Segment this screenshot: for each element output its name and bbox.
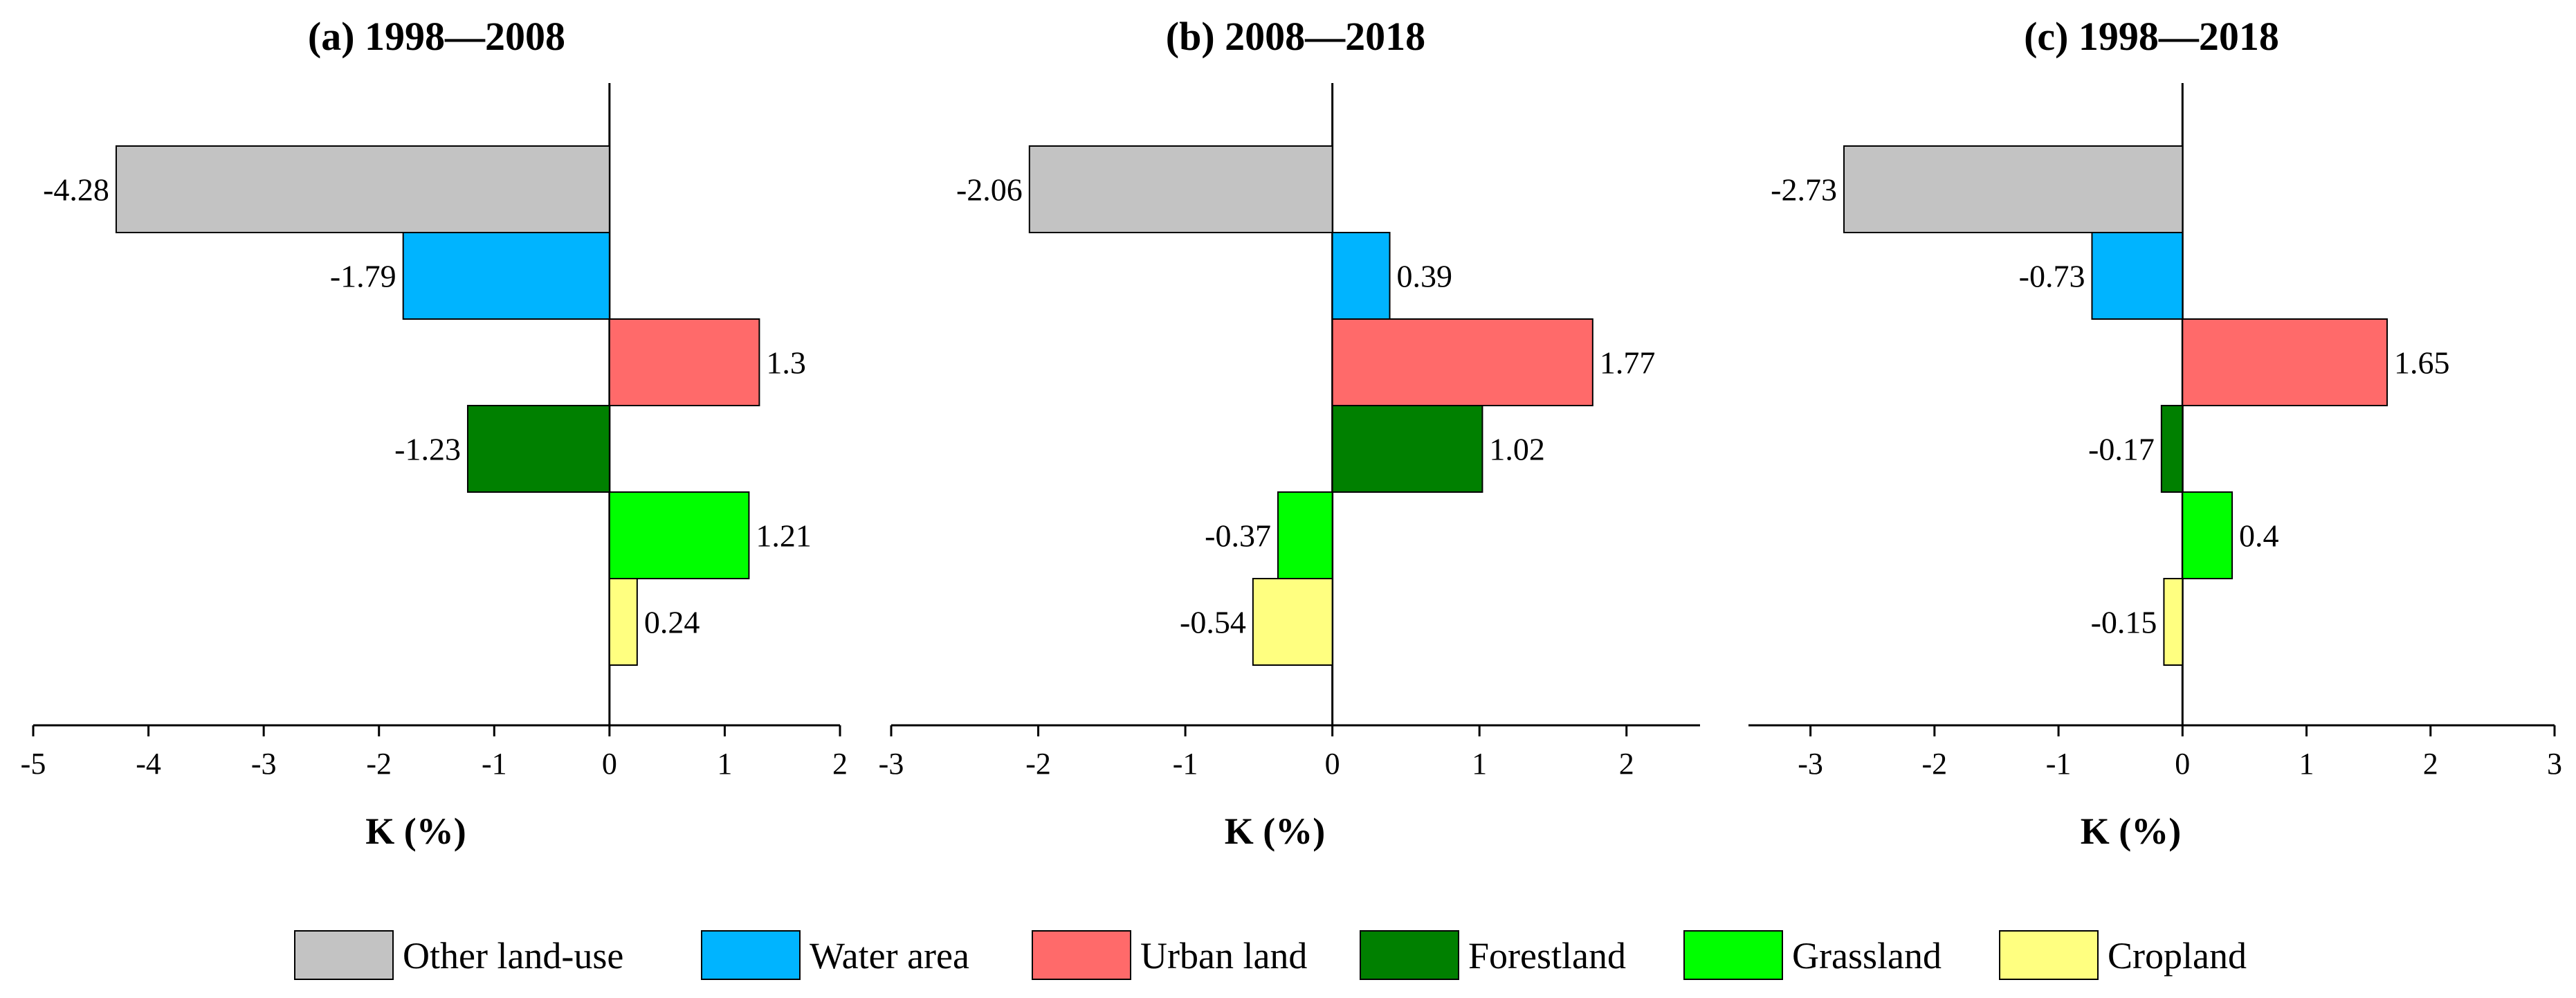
- data-label: -2.06: [956, 172, 1023, 208]
- data-label: -0.37: [1205, 518, 1271, 554]
- legend-item: Water area: [701, 930, 969, 980]
- x-tick-label: -3: [1798, 747, 1823, 781]
- x-tick-label: -3: [879, 747, 904, 781]
- x-tick-label: 0: [2175, 747, 2190, 781]
- data-label: -0.54: [1180, 605, 1246, 640]
- data-label: 1.77: [1600, 345, 1656, 381]
- bar-urban-land: [1331, 318, 1593, 406]
- x-tick-label: 1: [1472, 747, 1487, 781]
- x-tick-label: -2: [366, 747, 392, 781]
- data-label: -0.15: [2091, 605, 2157, 640]
- legend-swatch: [1683, 930, 1783, 980]
- panel-title: (a) 1998—2008: [308, 14, 565, 59]
- legend-swatch: [294, 930, 394, 980]
- data-label: 1.02: [1489, 432, 1545, 467]
- x-tick-label: 1: [717, 747, 732, 781]
- data-label: -2.73: [1771, 172, 1837, 208]
- x-axis-label: K (%): [1225, 810, 1325, 852]
- x-tick-label: 2: [2423, 747, 2438, 781]
- x-tick-label: -1: [2046, 747, 2072, 781]
- bar-cropland: [608, 578, 638, 666]
- x-tick-label: 1: [2299, 747, 2314, 781]
- bar-water-area: [402, 232, 610, 320]
- x-axis-label: K (%): [2081, 810, 2181, 852]
- legend-label: Grassland: [1792, 935, 1942, 977]
- legend-swatch: [701, 930, 801, 980]
- x-tick-label: -2: [1025, 747, 1051, 781]
- bar-cropland: [1252, 578, 1333, 666]
- x-tick-label: 0: [602, 747, 617, 781]
- chart-panel-2: (b) 2008—2018 -2.06 0.39 1.77 1.02 -0.37 -0.54…: [879, 14, 1700, 852]
- x-tick-label: -4: [136, 747, 161, 781]
- x-tick-label: -1: [482, 747, 507, 781]
- bar-other-land-use: [1843, 145, 2184, 233]
- legend-swatch: [1032, 930, 1131, 980]
- legend: Other land-use Water area Urban land Forest…: [294, 930, 2247, 980]
- x-tick-label: 2: [832, 747, 848, 781]
- panel-title: (c) 1998—2018: [2024, 14, 2279, 59]
- bar-grassland: [608, 491, 750, 579]
- x-tick-label: -5: [21, 747, 46, 781]
- x-tick-label: -2: [1922, 747, 1948, 781]
- data-label: 0.24: [644, 605, 700, 640]
- bar-other-land-use: [1028, 145, 1333, 233]
- bar-forestland: [1331, 405, 1483, 493]
- x-tick-label: 0: [1325, 747, 1340, 781]
- data-label: -0.17: [2088, 432, 2155, 467]
- bar-water-area: [2091, 232, 2184, 320]
- legend-item: Grassland: [1683, 930, 1942, 980]
- bar-water-area: [1331, 232, 1391, 320]
- x-tick-label: -1: [1173, 747, 1198, 781]
- bar-other-land-use: [115, 145, 610, 233]
- bar-grassland: [1277, 491, 1333, 579]
- chart-panel-3: (c) 1998—2018 -2.73 -0.73 1.65 -0.17 0.4 -0.15…: [1748, 14, 2562, 852]
- legend-label: Urban land: [1140, 935, 1307, 977]
- bar-forestland: [466, 405, 610, 493]
- data-label: 1.3: [766, 345, 806, 381]
- x-tick-label: 2: [1619, 747, 1634, 781]
- data-label: -0.73: [2019, 259, 2085, 294]
- data-label: 0.4: [2239, 518, 2279, 554]
- data-label: 1.21: [756, 518, 812, 554]
- data-label: -4.28: [43, 172, 109, 208]
- data-label: -1.23: [394, 432, 461, 467]
- legend-label: Water area: [810, 935, 969, 977]
- bar-urban-land: [2182, 318, 2388, 406]
- legend-item: Urban land: [1032, 930, 1307, 980]
- panel-title: (b) 2008—2018: [1166, 14, 1425, 59]
- bar-grassland: [2182, 491, 2233, 579]
- legend-item: Cropland: [1999, 930, 2247, 980]
- data-label: 1.65: [2394, 345, 2450, 381]
- x-tick-label: 3: [2547, 747, 2562, 781]
- legend-swatch: [1999, 930, 2099, 980]
- bar-cropland: [2163, 578, 2184, 666]
- legend-item: Other land-use: [294, 930, 623, 980]
- legend-item: Forestland: [1360, 930, 1626, 980]
- legend-label: Forestland: [1468, 935, 1626, 977]
- legend-label: Cropland: [2108, 935, 2247, 977]
- x-tick-label: -3: [251, 747, 277, 781]
- x-axis-label: K (%): [365, 810, 466, 852]
- chart-panel-1: (a) 1998—2008 -4.28 -1.79 1.3 -1.23 1.21 0.24 -…: [21, 14, 848, 852]
- bar-forestland: [2160, 405, 2184, 493]
- data-label: -1.79: [330, 259, 396, 294]
- bar-urban-land: [608, 318, 760, 406]
- legend-swatch: [1360, 930, 1459, 980]
- data-label: 0.39: [1397, 259, 1453, 294]
- legend-label: Other land-use: [403, 935, 623, 977]
